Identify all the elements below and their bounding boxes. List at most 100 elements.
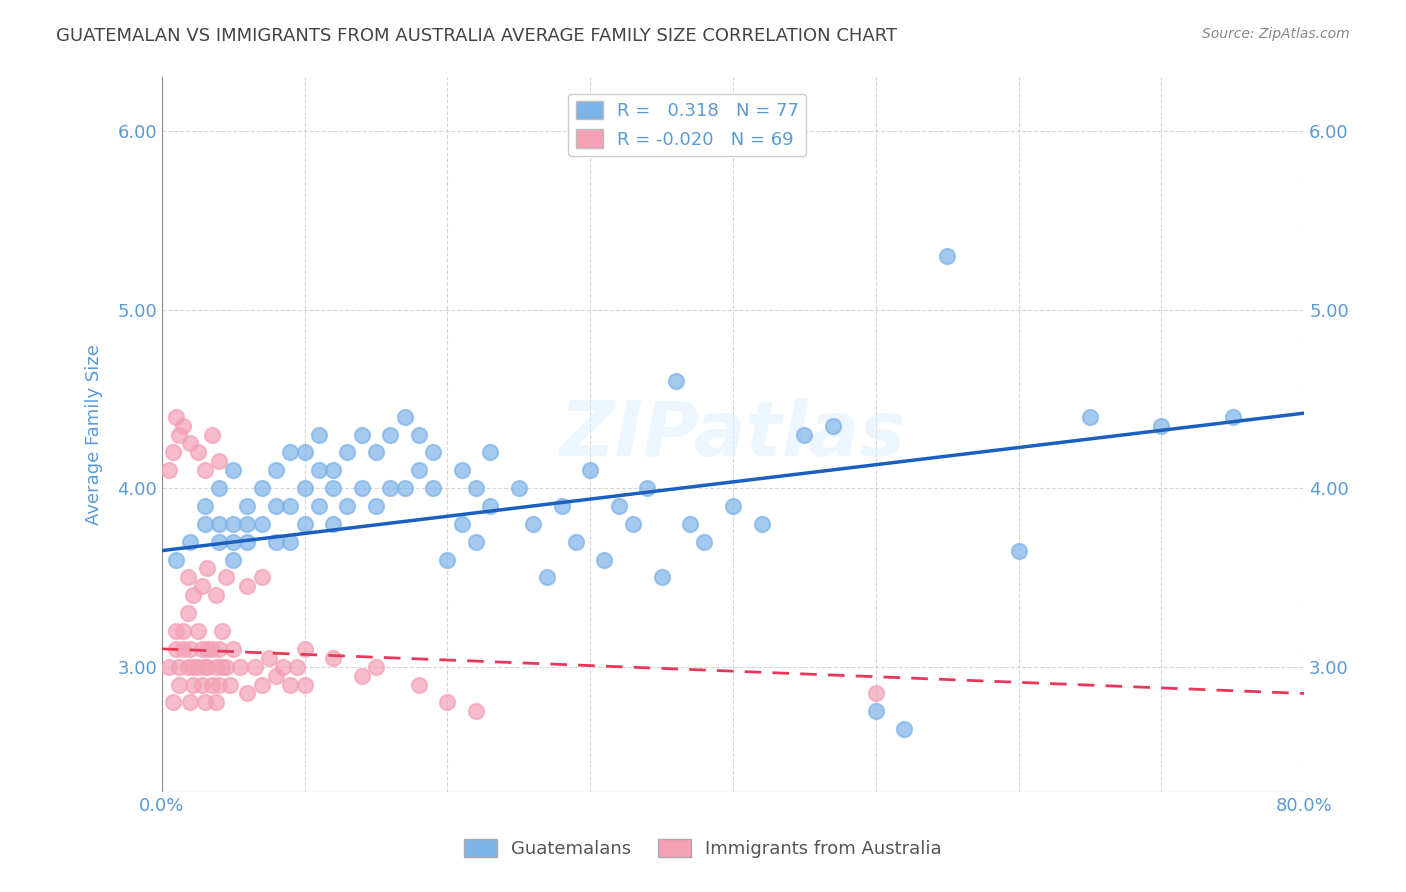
Point [243, 659, 266, 673]
Point [219, 677, 242, 691]
Point [176, 606, 198, 620]
Point [176, 570, 198, 584]
Point [450, 463, 472, 477]
Point [205, 695, 228, 709]
Point [208, 677, 231, 691]
Point [1222, 409, 1244, 424]
Point [201, 677, 224, 691]
Point [408, 427, 430, 442]
Point [172, 418, 194, 433]
Point [1150, 418, 1173, 433]
Point [194, 659, 217, 673]
Point [186, 445, 208, 459]
Point [205, 588, 228, 602]
Point [236, 516, 259, 531]
Point [264, 534, 287, 549]
Point [176, 659, 198, 673]
Point [364, 659, 387, 673]
Point [205, 659, 228, 673]
Point [436, 695, 458, 709]
Point [197, 641, 219, 656]
Point [394, 481, 416, 495]
Point [181, 659, 204, 673]
Point [565, 534, 588, 549]
Point [522, 516, 544, 531]
Legend: R =   0.318   N = 77, R = -0.020   N = 69: R = 0.318 N = 77, R = -0.020 N = 69 [568, 94, 806, 156]
Point [308, 463, 330, 477]
Point [222, 516, 245, 531]
Point [191, 579, 214, 593]
Point [322, 650, 344, 665]
Point [215, 570, 238, 584]
Point [197, 659, 219, 673]
Point [179, 436, 201, 450]
Point [336, 499, 359, 513]
Point [257, 650, 280, 665]
Point [479, 445, 502, 459]
Point [294, 516, 316, 531]
Point [436, 552, 458, 566]
Point [167, 427, 190, 442]
Point [236, 579, 259, 593]
Point [194, 695, 217, 709]
Point [465, 704, 488, 718]
Point [208, 641, 231, 656]
Point [693, 534, 716, 549]
Point [479, 499, 502, 513]
Point [536, 570, 558, 584]
Point [721, 499, 744, 513]
Point [579, 463, 602, 477]
Point [294, 481, 316, 495]
Point [250, 570, 273, 584]
Point [191, 677, 214, 691]
Point [165, 409, 187, 424]
Point [865, 704, 887, 718]
Point [408, 463, 430, 477]
Point [322, 463, 344, 477]
Point [222, 641, 245, 656]
Point [278, 534, 301, 549]
Point [271, 659, 294, 673]
Point [322, 516, 344, 531]
Point [336, 445, 359, 459]
Point [194, 463, 217, 477]
Point [194, 499, 217, 513]
Point [211, 659, 233, 673]
Point [350, 427, 373, 442]
Point [211, 624, 233, 638]
Point [287, 659, 309, 673]
Text: ZIPatlas: ZIPatlas [560, 398, 905, 472]
Point [208, 481, 231, 495]
Legend: Guatemalans, Immigrants from Australia: Guatemalans, Immigrants from Australia [457, 831, 949, 865]
Point [197, 561, 219, 575]
Point [165, 641, 187, 656]
Point [508, 481, 530, 495]
Point [264, 668, 287, 682]
Point [172, 641, 194, 656]
Point [865, 686, 887, 700]
Point [422, 481, 444, 495]
Point [162, 695, 184, 709]
Point [208, 454, 231, 468]
Point [186, 624, 208, 638]
Point [408, 677, 430, 691]
Point [465, 534, 488, 549]
Point [394, 409, 416, 424]
Point [250, 516, 273, 531]
Point [208, 516, 231, 531]
Point [229, 659, 252, 673]
Point [181, 677, 204, 691]
Point [893, 722, 915, 736]
Point [364, 445, 387, 459]
Y-axis label: Average Family Size: Average Family Size [86, 344, 103, 525]
Point [651, 570, 673, 584]
Point [322, 481, 344, 495]
Point [593, 552, 616, 566]
Point [550, 499, 572, 513]
Point [236, 534, 259, 549]
Point [222, 552, 245, 566]
Point [422, 445, 444, 459]
Point [278, 677, 301, 691]
Point [157, 659, 180, 673]
Point [215, 659, 238, 673]
